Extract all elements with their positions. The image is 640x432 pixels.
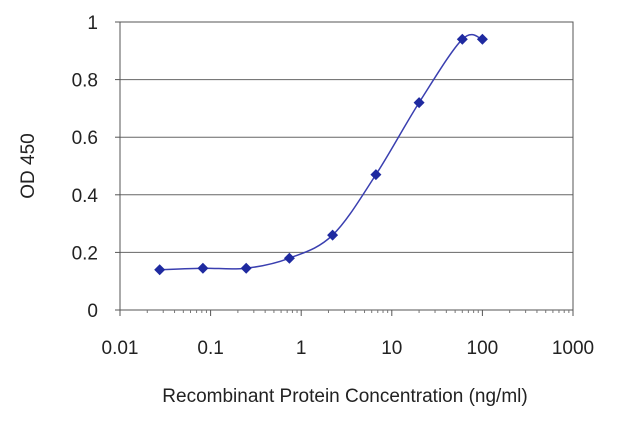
data-point-4 — [327, 229, 339, 241]
y-tick-label: 0.2 — [72, 243, 98, 264]
data-point-8 — [476, 33, 488, 45]
data-point-2 — [240, 262, 252, 274]
x-tick-label: 1 — [296, 338, 307, 359]
data-point-1 — [197, 262, 209, 274]
y-tick-label: 0.4 — [72, 186, 99, 207]
x-tick-label: 1000 — [552, 338, 594, 359]
x-tick-label: 0.1 — [197, 338, 223, 359]
fit-curve — [159, 33, 483, 271]
x-tick-label: 10 — [381, 338, 402, 359]
x-tick-label: 0.01 — [102, 338, 139, 359]
data-point-7 — [456, 33, 468, 45]
data-point-6 — [413, 97, 425, 109]
y-tick-label: 0 — [87, 301, 98, 322]
y-tick-label: 1 — [87, 13, 98, 34]
y-axis-title: OD 450 — [18, 133, 39, 198]
x-axis-title: Recombinant Protein Concentration (ng/ml… — [162, 386, 527, 407]
data-point-0 — [154, 264, 166, 276]
data-points — [154, 33, 488, 276]
x-tick-label: 100 — [467, 338, 499, 359]
y-tick-label: 0.8 — [72, 71, 98, 92]
y-axis-ticks: 0 0.2 0.4 0.6 0.8 1 — [72, 13, 120, 322]
data-point-3 — [283, 252, 295, 264]
gridlines — [120, 79, 573, 253]
y-tick-label: 0.6 — [72, 128, 98, 149]
plot-area-frame — [119, 21, 574, 311]
data-point-5 — [370, 169, 382, 181]
x-axis-ticks: 0.01 0.1 1 10 100 1000 — [102, 310, 594, 359]
